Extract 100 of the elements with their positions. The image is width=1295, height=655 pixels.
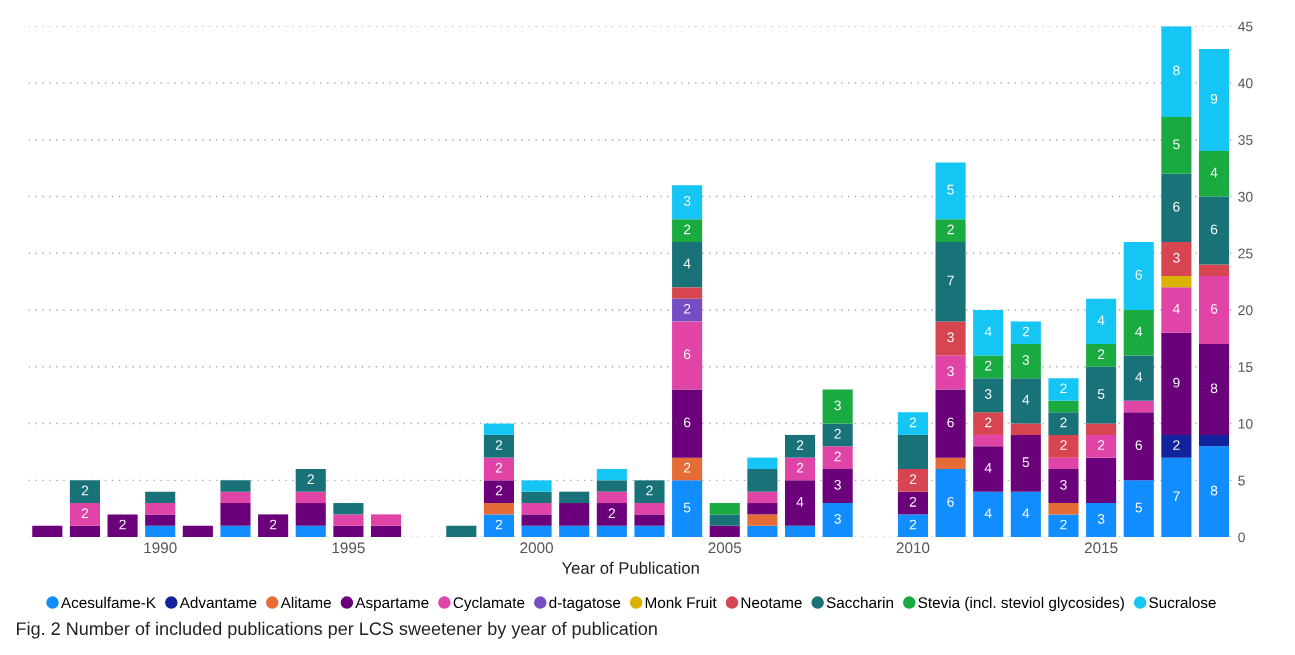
data-label: 7 (1173, 491, 1180, 501)
data-label: 2 (495, 519, 503, 530)
legend-label: Acesulfame-K (60, 596, 156, 609)
y-tick-label: 5 (1238, 475, 1245, 486)
bar (672, 389, 703, 458)
bar (784, 434, 816, 458)
data-label: 2 (909, 496, 917, 507)
bar (483, 503, 514, 515)
bar (521, 514, 552, 526)
data-label: 3 (1022, 355, 1030, 365)
bar (822, 446, 853, 469)
bar (521, 480, 552, 492)
data-label: 2 (683, 462, 691, 473)
data-label: 6 (1210, 224, 1218, 235)
bar (709, 525, 740, 538)
data-label: 2 (683, 224, 691, 235)
bar (596, 491, 627, 504)
data-label: 4 (1097, 315, 1105, 325)
bar (634, 503, 665, 515)
bar (973, 355, 1004, 379)
bar (935, 162, 966, 220)
data-label: 2 (1060, 440, 1067, 450)
data-label: 3 (947, 366, 954, 377)
data-label: 8 (1173, 65, 1180, 76)
bar (935, 219, 966, 242)
bar (672, 219, 703, 242)
bar (634, 480, 665, 504)
data-label: 2 (909, 474, 917, 484)
bar (295, 525, 326, 538)
data-label: 3 (1097, 513, 1105, 524)
bar (672, 287, 703, 299)
bar (258, 514, 289, 538)
x-tick-label: 2015 (1084, 542, 1118, 554)
bar (295, 468, 326, 492)
bar (747, 491, 778, 504)
bar (747, 503, 778, 515)
data-label: 5 (1135, 502, 1143, 513)
data-label: 2 (119, 519, 126, 530)
data-label: 2 (495, 462, 503, 473)
bar (634, 514, 665, 526)
bar (145, 503, 176, 515)
data-label: 4 (984, 463, 992, 473)
bar (1198, 446, 1230, 538)
data-label: 2 (947, 224, 954, 235)
bar (935, 355, 966, 390)
data-label: 2 (81, 485, 89, 496)
bar (935, 241, 966, 322)
bar (935, 468, 966, 538)
data-label: 6 (1210, 303, 1218, 314)
bar (1123, 400, 1154, 413)
bar (672, 298, 703, 322)
y-tick-label: 25 (1238, 248, 1253, 259)
bar (1010, 423, 1041, 435)
data-label: 4 (796, 497, 804, 507)
bar (784, 457, 816, 481)
bar (333, 514, 364, 526)
data-label: 8 (1210, 383, 1218, 394)
bar (822, 389, 853, 424)
bar (1198, 151, 1230, 197)
caption: Fig. 2 Number of included publications per LCS sweetener by year of publication (17, 621, 657, 639)
data-label: 3 (834, 400, 841, 411)
data-label: 2 (307, 474, 314, 484)
bar (935, 457, 966, 469)
data-label: 4 (984, 326, 992, 337)
bar (1086, 423, 1117, 435)
data-label: 3 (984, 389, 992, 399)
data-label: 2 (985, 360, 992, 371)
bar (672, 457, 703, 481)
data-label: 2 (796, 440, 804, 450)
bar (1086, 366, 1117, 424)
bar (1010, 321, 1041, 345)
bar (1086, 457, 1117, 504)
bar (145, 491, 176, 504)
bar (1161, 117, 1192, 174)
bar (973, 412, 1004, 435)
bar (935, 321, 966, 356)
x-tick-label: 1990 (144, 542, 177, 554)
bar (521, 503, 552, 515)
bar (446, 525, 477, 538)
bar (973, 378, 1004, 413)
legend-label: Monk Fruit (645, 596, 717, 609)
legend-label: Cyclamate (453, 596, 525, 612)
data-label: 5 (683, 502, 691, 513)
bar (370, 525, 402, 538)
legend-label: Stevia (incl. steviol glycosides) (918, 596, 1124, 612)
data-label: 3 (1173, 252, 1180, 263)
bar (935, 389, 966, 458)
bar (1161, 332, 1192, 435)
y-tick-label: 10 (1238, 418, 1253, 429)
data-label: 6 (683, 417, 691, 428)
bar (483, 423, 514, 435)
bar (709, 503, 740, 515)
y-tick-label: 40 (1238, 78, 1253, 89)
bar (483, 480, 514, 504)
bar (559, 491, 590, 504)
bar (1086, 503, 1117, 538)
data-label: 2 (1060, 519, 1067, 530)
bar (1161, 287, 1192, 333)
data-label: 2 (646, 485, 653, 496)
bar (1010, 491, 1041, 538)
